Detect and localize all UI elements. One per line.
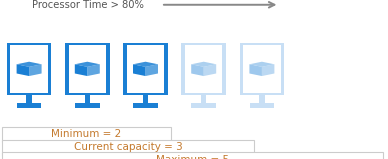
Polygon shape	[133, 62, 158, 67]
Polygon shape	[17, 62, 42, 67]
Bar	[249, 103, 274, 108]
FancyBboxPatch shape	[182, 43, 226, 94]
Bar	[26, 94, 32, 103]
Polygon shape	[146, 64, 158, 76]
FancyBboxPatch shape	[69, 45, 106, 93]
FancyBboxPatch shape	[127, 45, 164, 93]
Polygon shape	[87, 64, 100, 76]
FancyBboxPatch shape	[65, 43, 110, 94]
Polygon shape	[262, 64, 274, 76]
Bar	[201, 94, 206, 103]
Bar	[143, 94, 148, 103]
Polygon shape	[249, 64, 262, 76]
Polygon shape	[204, 64, 216, 76]
Polygon shape	[75, 64, 87, 76]
Bar	[133, 103, 158, 108]
FancyBboxPatch shape	[243, 45, 281, 93]
FancyBboxPatch shape	[2, 152, 383, 159]
Polygon shape	[29, 64, 42, 76]
FancyBboxPatch shape	[7, 43, 51, 94]
FancyBboxPatch shape	[2, 140, 254, 155]
FancyBboxPatch shape	[240, 43, 284, 94]
Text: Minimum = 2: Minimum = 2	[51, 129, 121, 139]
Text: Current capacity = 3: Current capacity = 3	[74, 142, 182, 152]
Polygon shape	[191, 64, 204, 76]
FancyBboxPatch shape	[2, 127, 171, 142]
Polygon shape	[191, 62, 216, 67]
Bar	[259, 94, 265, 103]
FancyBboxPatch shape	[10, 45, 48, 93]
FancyBboxPatch shape	[185, 45, 222, 93]
Polygon shape	[133, 64, 146, 76]
Text: Maximum = 5: Maximum = 5	[156, 155, 229, 159]
Polygon shape	[17, 64, 29, 76]
Bar	[191, 103, 216, 108]
Bar	[75, 103, 100, 108]
Bar	[85, 94, 90, 103]
Polygon shape	[75, 62, 100, 67]
Text: Processor Time > 80%: Processor Time > 80%	[32, 0, 144, 10]
Bar	[17, 103, 42, 108]
Polygon shape	[249, 62, 274, 67]
FancyBboxPatch shape	[123, 43, 168, 94]
